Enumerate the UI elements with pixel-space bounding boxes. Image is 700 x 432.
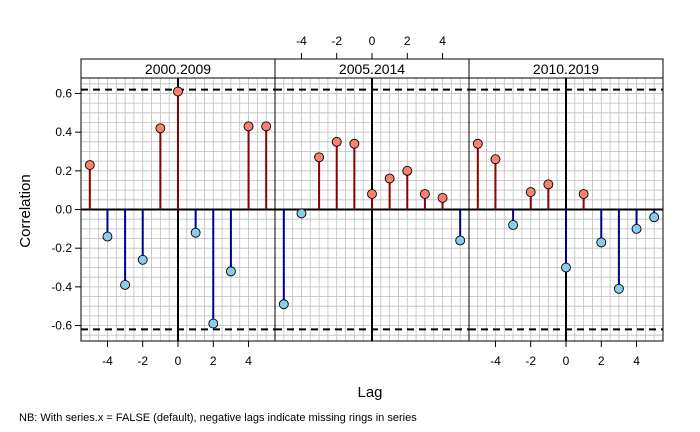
correlation-point <box>631 223 642 234</box>
strip-label: 2005.2014 <box>339 61 405 77</box>
x-axis-title: Lag <box>357 384 382 401</box>
y-tick-label: 0.4 <box>55 125 72 139</box>
correlation-point <box>649 212 660 223</box>
y-tick-label: 0.6 <box>55 86 72 100</box>
correlation-point <box>243 121 254 132</box>
correlation-point <box>137 254 148 265</box>
x-tick-label: -4 <box>296 34 307 48</box>
correlation-point <box>402 165 413 176</box>
strip-label: 2000.2009 <box>145 61 211 77</box>
y-tick-label: -0.2 <box>51 241 72 255</box>
correlation-point <box>613 283 624 294</box>
x-tick-label: 0 <box>563 354 570 368</box>
correlation-point <box>331 136 342 147</box>
correlation-point <box>384 173 395 184</box>
x-tick-label: 2 <box>598 354 605 368</box>
correlation-point <box>102 231 113 242</box>
correlation-point <box>314 152 325 163</box>
correlation-point <box>437 192 448 203</box>
correlation-point <box>490 154 501 165</box>
panel-1: 2000.2009 <box>80 58 276 342</box>
correlation-point <box>261 121 272 132</box>
x-tick-label: 2 <box>210 354 217 368</box>
x-tick-label: -4 <box>490 354 501 368</box>
x-tick-label: -4 <box>102 354 113 368</box>
correlation-point <box>419 189 430 199</box>
correlation-point <box>543 179 554 190</box>
x-tick-label: -2 <box>525 354 536 368</box>
x-tick-label: 0 <box>369 34 376 48</box>
correlation-point <box>349 138 360 149</box>
correlation-point <box>455 235 466 246</box>
correlation-point <box>578 189 589 199</box>
correlation-point <box>508 220 519 230</box>
x-tick-label: 4 <box>439 34 446 48</box>
correlation-point <box>296 208 307 219</box>
correlation-point <box>278 299 289 310</box>
x-tick-label: -2 <box>331 34 342 48</box>
y-tick-label: -0.6 <box>51 319 72 333</box>
correlation-point <box>208 318 219 329</box>
x-tick-label: 2 <box>404 34 411 48</box>
correlation-point <box>596 237 607 248</box>
correlation-point <box>561 262 571 273</box>
x-tick-label: 4 <box>245 354 252 368</box>
y-axis-title: Correlation <box>17 174 34 247</box>
correlation-point <box>155 123 166 134</box>
panel-2: 2005.2014 <box>274 58 470 342</box>
correlation-point <box>472 138 483 149</box>
panel-3: 2010.2019 <box>468 58 664 342</box>
strip-box <box>468 58 664 79</box>
correlation-point <box>84 160 95 170</box>
x-tick-label: 4 <box>633 354 640 368</box>
x-tick-label: 0 <box>175 354 182 368</box>
correlation-point <box>120 279 131 290</box>
y-tick-label: -0.4 <box>51 280 72 294</box>
footnote: NB: With series.x = FALSE (default), neg… <box>19 412 417 424</box>
correlation-point <box>525 187 536 198</box>
panels-group: 2000.2009 2005.2014 2010.2019 <box>80 58 664 342</box>
strip-label: 2010.2019 <box>533 61 599 77</box>
y-tick-label: 0.0 <box>55 203 72 217</box>
correlation-point <box>367 189 377 199</box>
y-tick-label: 0.2 <box>55 164 72 178</box>
correlation-point <box>225 266 236 277</box>
axes-group: -4 -2 0 2 4 -4 -2 0 2 4 -4 -2 0 2 4 -0.6 -0.4 -0.2 0.0 0.2 0… <box>51 34 640 368</box>
correlation-point <box>173 86 183 97</box>
x-tick-label: -2 <box>137 354 148 368</box>
correlation-point <box>190 227 201 238</box>
